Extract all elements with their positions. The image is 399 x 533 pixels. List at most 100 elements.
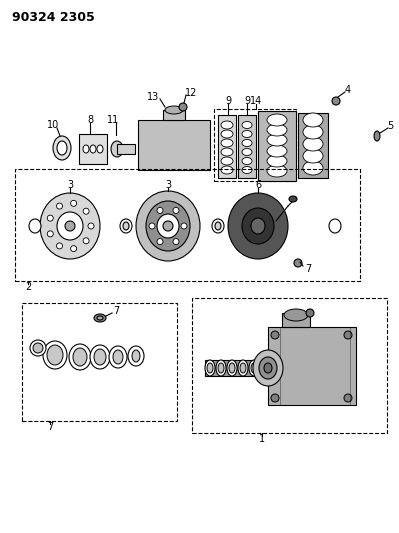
Bar [205,360,268,376]
Ellipse shape [215,222,221,230]
Ellipse shape [242,122,252,128]
Ellipse shape [97,145,103,153]
Ellipse shape [157,207,163,213]
Bar [138,120,210,170]
Ellipse shape [303,125,323,139]
Ellipse shape [221,121,233,129]
Ellipse shape [123,222,129,230]
Text: 4: 4 [345,85,351,95]
Ellipse shape [344,394,352,402]
Bar [218,115,236,178]
Ellipse shape [33,343,43,353]
Ellipse shape [221,139,233,147]
Ellipse shape [251,218,265,234]
Ellipse shape [111,141,123,157]
Bar [192,298,387,433]
Bar [282,313,310,327]
Bar [79,134,107,164]
Ellipse shape [267,155,287,167]
Ellipse shape [47,215,53,221]
Ellipse shape [374,131,380,141]
Ellipse shape [90,345,110,369]
Ellipse shape [181,223,187,229]
Ellipse shape [221,130,233,138]
Bar [298,113,328,178]
Ellipse shape [242,208,274,244]
Text: 11: 11 [107,115,119,125]
Ellipse shape [83,208,89,214]
Ellipse shape [251,363,257,373]
Ellipse shape [271,331,279,339]
Bar [163,110,185,120]
Bar [117,144,135,154]
Text: 13: 13 [147,92,159,102]
Ellipse shape [90,145,96,153]
Ellipse shape [242,149,252,156]
Ellipse shape [253,350,283,386]
Bar [214,109,296,181]
Bar [238,115,256,178]
Ellipse shape [109,346,127,368]
Ellipse shape [221,166,233,174]
Text: 8: 8 [87,115,93,125]
Ellipse shape [303,149,323,163]
Ellipse shape [53,136,71,160]
Ellipse shape [94,349,106,365]
Ellipse shape [227,360,237,376]
Bar [22,303,177,421]
Ellipse shape [259,357,277,379]
Ellipse shape [221,148,233,156]
Ellipse shape [229,363,235,373]
Ellipse shape [163,221,173,231]
Ellipse shape [173,207,179,213]
Ellipse shape [47,231,53,237]
Ellipse shape [267,124,287,136]
Ellipse shape [73,348,87,366]
Ellipse shape [136,191,200,261]
Ellipse shape [57,141,67,155]
Ellipse shape [179,103,187,111]
Ellipse shape [332,97,340,105]
Ellipse shape [94,314,106,322]
Text: 14: 14 [250,96,262,106]
Ellipse shape [157,214,179,238]
Ellipse shape [30,340,46,356]
Ellipse shape [264,363,272,373]
Ellipse shape [218,363,224,373]
Text: 5: 5 [387,121,393,131]
Ellipse shape [29,219,41,233]
Ellipse shape [212,219,224,233]
Text: 7: 7 [47,422,53,432]
Ellipse shape [284,309,308,321]
Ellipse shape [43,341,67,369]
Ellipse shape [249,360,259,376]
Ellipse shape [294,259,302,267]
Ellipse shape [240,363,246,373]
Ellipse shape [228,193,288,259]
Ellipse shape [289,196,297,202]
Ellipse shape [242,140,252,147]
Ellipse shape [303,161,323,175]
Bar [15,169,360,281]
Ellipse shape [267,145,287,157]
Ellipse shape [83,145,89,153]
Ellipse shape [57,203,63,209]
Bar [268,327,356,405]
Text: 3: 3 [67,180,73,190]
Ellipse shape [165,106,183,114]
Ellipse shape [57,243,63,249]
Ellipse shape [207,363,213,373]
Text: 3: 3 [165,180,171,190]
Ellipse shape [267,165,287,177]
Ellipse shape [306,309,314,317]
Ellipse shape [128,346,144,366]
Ellipse shape [173,239,179,245]
Text: 7: 7 [113,306,119,316]
Text: 9: 9 [225,96,231,106]
Ellipse shape [238,360,248,376]
Ellipse shape [329,219,341,233]
Ellipse shape [65,221,75,231]
Ellipse shape [157,239,163,245]
Ellipse shape [113,350,123,364]
Ellipse shape [120,219,132,233]
